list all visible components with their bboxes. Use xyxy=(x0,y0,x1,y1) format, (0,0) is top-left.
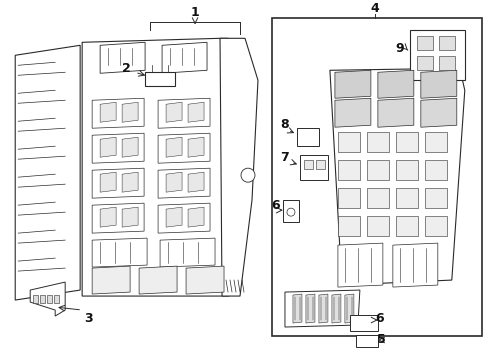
Bar xyxy=(337,188,359,208)
Polygon shape xyxy=(292,294,301,323)
Bar xyxy=(145,72,175,86)
Text: 9: 9 xyxy=(395,42,404,55)
Bar xyxy=(271,18,481,336)
Polygon shape xyxy=(82,38,240,296)
Polygon shape xyxy=(329,68,464,285)
Polygon shape xyxy=(188,172,203,192)
Text: 7: 7 xyxy=(280,151,289,164)
Polygon shape xyxy=(331,294,340,323)
Text: 8: 8 xyxy=(280,118,289,131)
Polygon shape xyxy=(158,98,210,128)
Polygon shape xyxy=(122,207,138,227)
Text: 2: 2 xyxy=(122,62,130,75)
Text: 3: 3 xyxy=(83,311,92,324)
Bar xyxy=(424,160,446,180)
Polygon shape xyxy=(92,203,144,233)
Bar xyxy=(366,216,388,236)
Bar xyxy=(54,295,59,303)
Bar xyxy=(349,315,377,331)
Polygon shape xyxy=(162,42,206,73)
Polygon shape xyxy=(166,172,182,192)
Bar xyxy=(366,188,388,208)
Polygon shape xyxy=(100,102,116,122)
Polygon shape xyxy=(92,266,130,294)
Polygon shape xyxy=(122,172,138,192)
Polygon shape xyxy=(377,70,413,98)
Bar xyxy=(416,36,432,50)
Bar xyxy=(438,36,454,50)
Bar xyxy=(355,335,377,347)
Bar xyxy=(296,128,318,146)
Polygon shape xyxy=(92,98,144,128)
Polygon shape xyxy=(158,133,210,163)
Bar xyxy=(424,216,446,236)
Polygon shape xyxy=(185,266,224,294)
Bar xyxy=(283,200,298,222)
Polygon shape xyxy=(334,98,370,127)
Bar xyxy=(366,160,388,180)
Bar xyxy=(337,216,359,236)
Text: 6: 6 xyxy=(271,199,280,212)
Polygon shape xyxy=(318,294,327,323)
Polygon shape xyxy=(166,207,182,227)
Polygon shape xyxy=(100,137,116,157)
Text: 6: 6 xyxy=(375,311,384,324)
Bar xyxy=(304,160,312,169)
Polygon shape xyxy=(166,102,182,122)
Bar xyxy=(424,188,446,208)
Polygon shape xyxy=(122,137,138,157)
Bar xyxy=(337,160,359,180)
Bar xyxy=(315,160,324,169)
Polygon shape xyxy=(30,282,65,316)
Polygon shape xyxy=(15,45,80,300)
Polygon shape xyxy=(158,168,210,198)
Bar xyxy=(395,160,417,180)
Polygon shape xyxy=(420,70,456,98)
Polygon shape xyxy=(122,102,138,122)
Polygon shape xyxy=(220,38,258,296)
Polygon shape xyxy=(92,238,147,267)
Polygon shape xyxy=(344,294,353,323)
Bar xyxy=(395,132,417,152)
Circle shape xyxy=(286,208,294,216)
Bar xyxy=(424,132,446,152)
Bar xyxy=(40,295,45,303)
Polygon shape xyxy=(188,207,203,227)
Bar xyxy=(337,132,359,152)
Polygon shape xyxy=(160,238,215,267)
Text: 4: 4 xyxy=(370,2,379,15)
Polygon shape xyxy=(334,70,370,98)
Bar xyxy=(366,132,388,152)
Bar xyxy=(299,155,327,180)
Text: 5: 5 xyxy=(377,333,386,346)
Polygon shape xyxy=(188,102,203,122)
Polygon shape xyxy=(100,207,116,227)
Polygon shape xyxy=(285,290,359,327)
Bar xyxy=(409,30,464,80)
Polygon shape xyxy=(100,42,145,73)
Polygon shape xyxy=(92,133,144,163)
Text: 1: 1 xyxy=(190,6,199,19)
Bar xyxy=(438,56,454,70)
Polygon shape xyxy=(158,203,210,233)
Bar xyxy=(395,216,417,236)
Polygon shape xyxy=(139,266,177,294)
Polygon shape xyxy=(420,98,456,127)
Polygon shape xyxy=(92,168,144,198)
Bar xyxy=(33,295,38,303)
Bar xyxy=(47,295,52,303)
Bar xyxy=(416,56,432,70)
Polygon shape xyxy=(100,172,116,192)
Polygon shape xyxy=(188,137,203,157)
Polygon shape xyxy=(377,98,413,127)
Polygon shape xyxy=(305,294,314,323)
Polygon shape xyxy=(392,243,437,287)
Circle shape xyxy=(241,168,254,182)
Polygon shape xyxy=(166,137,182,157)
Bar xyxy=(395,188,417,208)
Polygon shape xyxy=(337,243,382,287)
